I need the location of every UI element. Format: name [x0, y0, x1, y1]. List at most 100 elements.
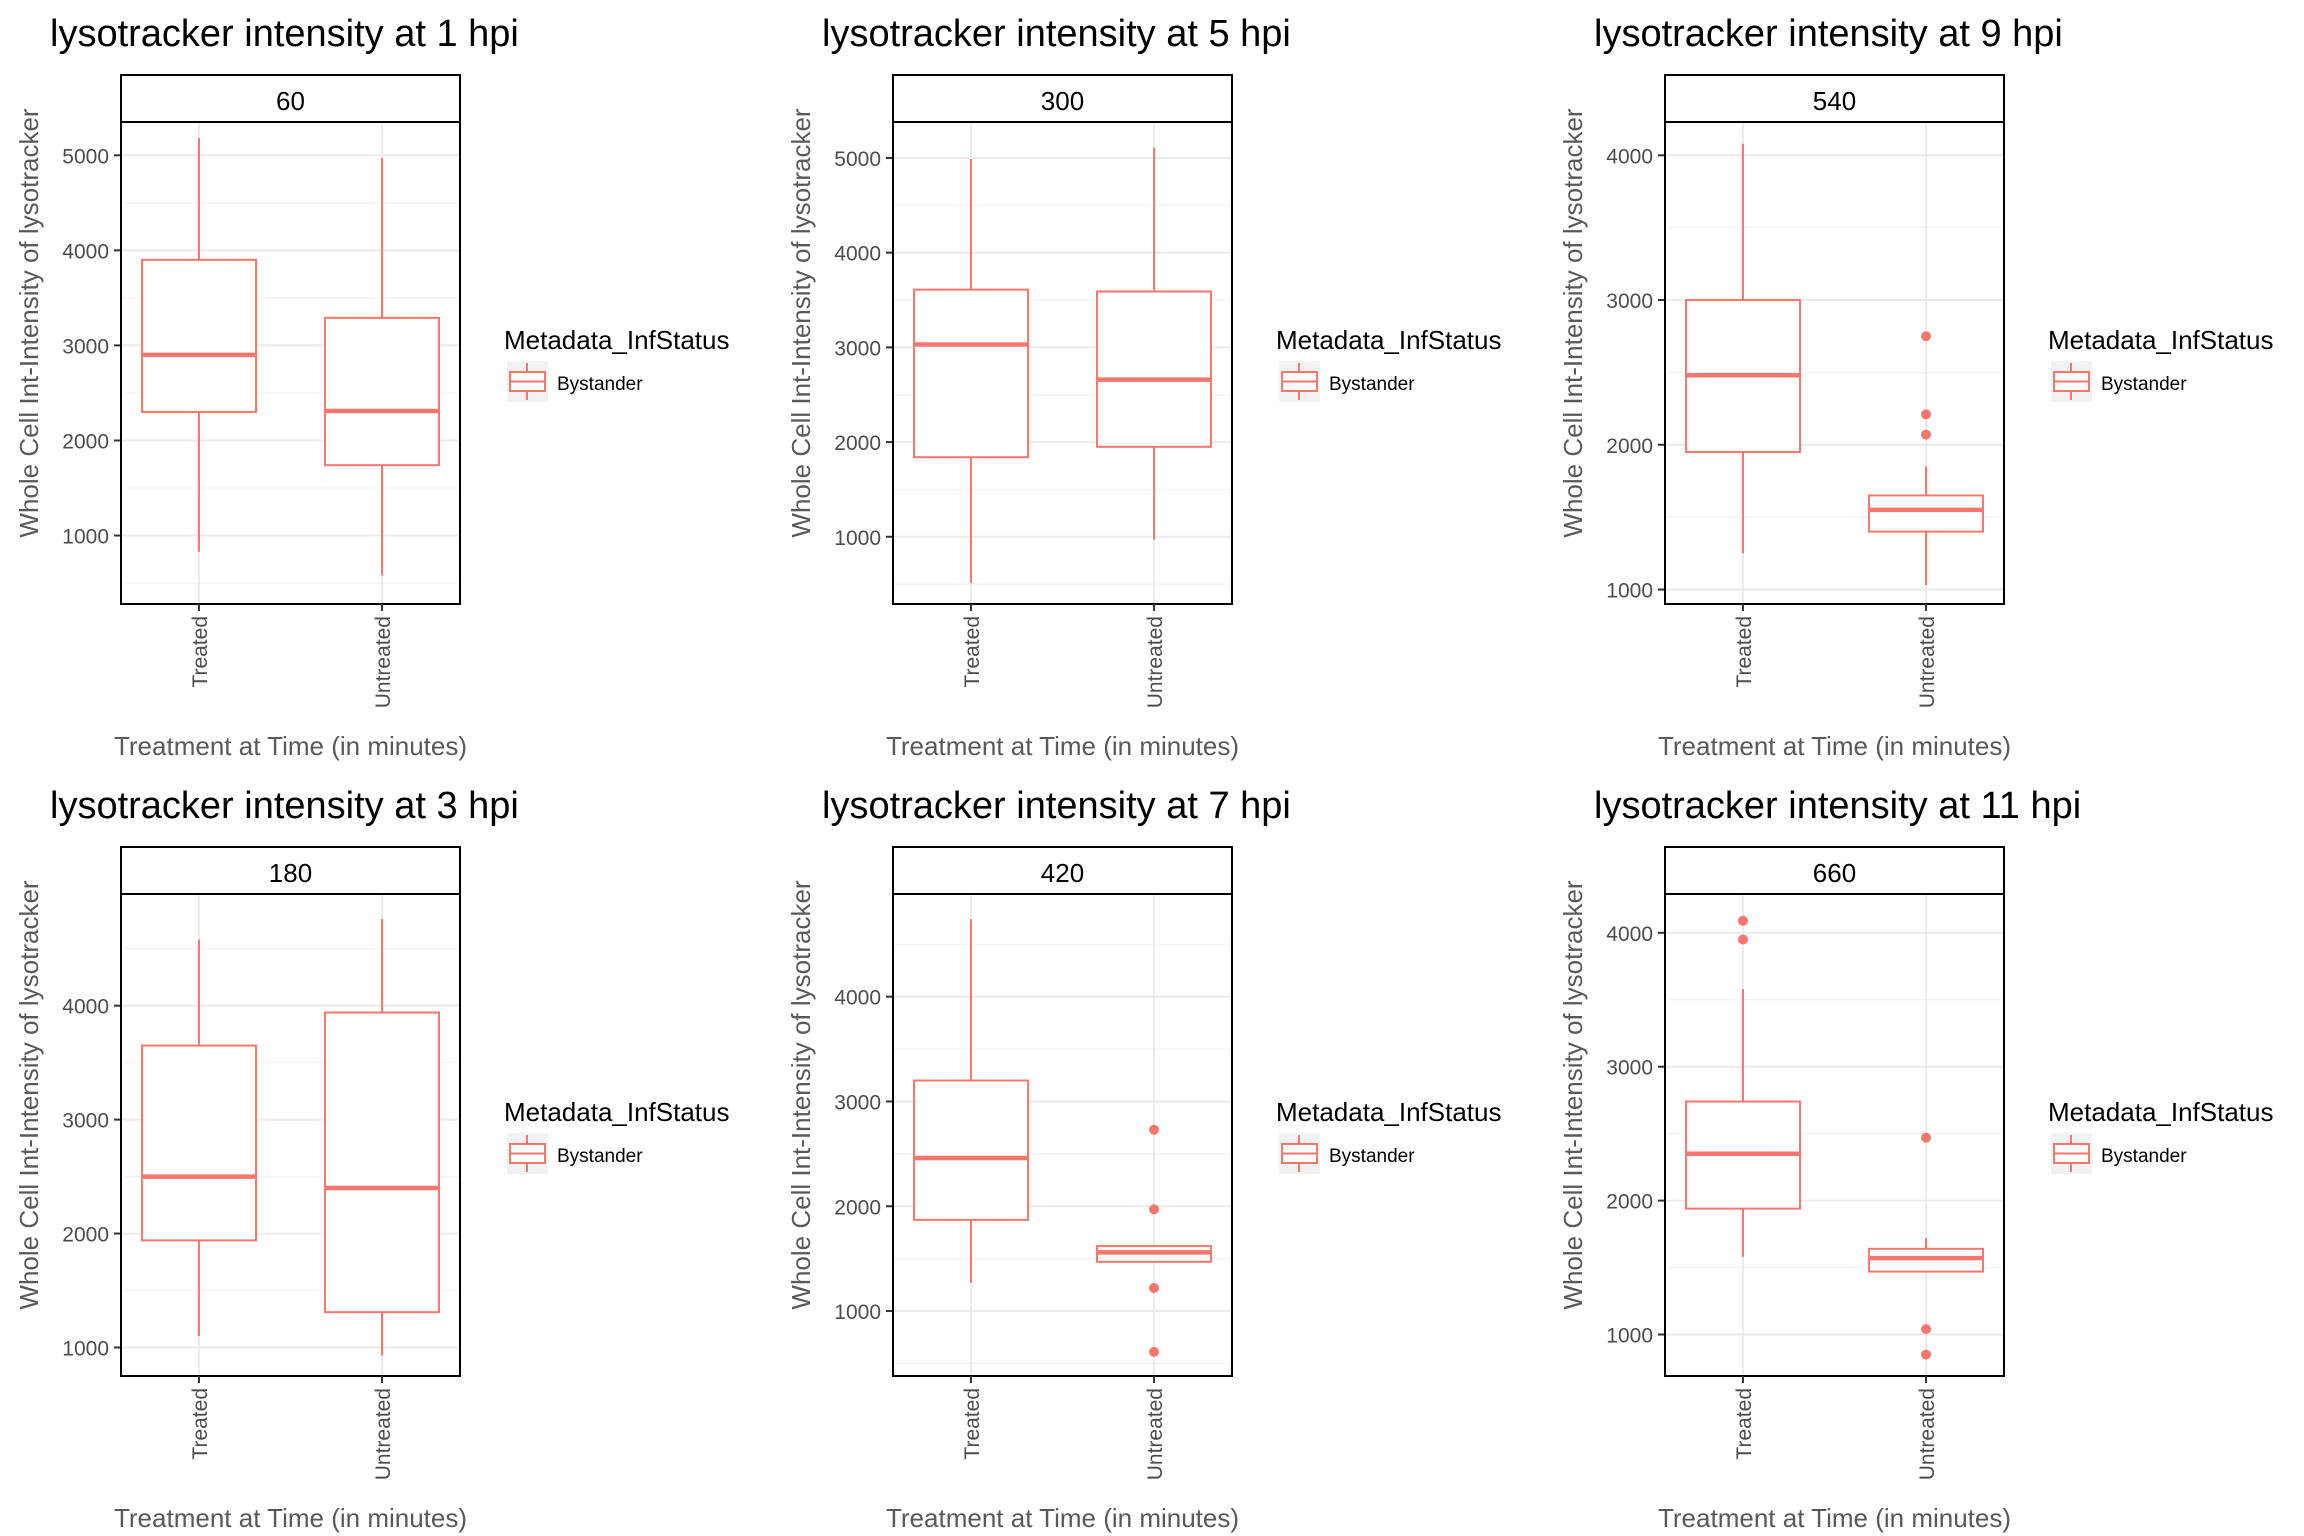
- x-axis-title: Treatment at Time (in minutes): [1658, 1503, 2011, 1533]
- x-tick-label: Untreated: [1916, 1388, 1939, 1480]
- iqr-box: [140, 1044, 257, 1242]
- x-axis-title: Treatment at Time (in minutes): [886, 1503, 1239, 1533]
- facet-strip: [120, 74, 461, 123]
- y-axis-title: Whole Cell Int-Intensity of lysotracker: [1558, 880, 1588, 1309]
- x-tick-label: Untreated: [1916, 616, 1939, 708]
- y-tick-label: 1000: [834, 1301, 881, 1324]
- x-axis-title: Treatment at Time (in minutes): [1658, 731, 2011, 761]
- chart-panel-300: lysotracker intensity at 5 hpi 300 1000 200…: [786, 13, 1501, 761]
- legend-label: Bystander: [1329, 1146, 1415, 1167]
- y-tick-label: 4000: [1606, 923, 1653, 946]
- x-axis-title: Treatment at Time (in minutes): [886, 731, 1239, 761]
- facet-strip: [1664, 74, 2005, 123]
- iqr-box: [912, 1079, 1029, 1221]
- box-treated: [912, 919, 1029, 1283]
- panel-border: [892, 121, 1233, 605]
- legend-label: Bystander: [2101, 374, 2187, 395]
- box-treated: [1684, 143, 1801, 554]
- outlier-point: [1149, 1282, 1160, 1293]
- box-treated: [912, 158, 1029, 584]
- y-tick-label: 1000: [62, 526, 109, 549]
- box-untreated: [1096, 1124, 1213, 1357]
- y-axis-title: Whole Cell Int-Intensity of lysotracker: [14, 108, 44, 537]
- facet-strip: [892, 846, 1233, 895]
- chart-title: lysotracker intensity at 11 hpi: [1594, 785, 2081, 827]
- x-axis-title: Treatment at Time (in minutes): [114, 731, 467, 761]
- y-tick-label: 3000: [62, 1110, 109, 1133]
- legend: Metadata_InfStatus Bystander: [2048, 1097, 2273, 1174]
- legend-title: Metadata_InfStatus: [504, 1097, 729, 1127]
- legend: Metadata_InfStatus Bystander: [504, 325, 729, 402]
- iqr-box: [912, 288, 1029, 459]
- y-tick-label: 3000: [834, 1091, 881, 1114]
- y-tick-label: 4000: [834, 987, 881, 1010]
- chart-title: lysotracker intensity at 7 hpi: [822, 785, 1291, 827]
- y-tick-label: 1000: [834, 527, 881, 550]
- y-axis-title: Whole Cell Int-Intensity of lysotracker: [14, 880, 44, 1309]
- y-tick-label: 4000: [1606, 145, 1653, 168]
- panel-border: [892, 893, 1233, 1377]
- facet-strip: [1664, 846, 2005, 895]
- x-tick-label: Treated: [1733, 1388, 1756, 1460]
- x-axis-title: Treatment at Time (in minutes): [114, 1503, 467, 1533]
- y-axis-title: Whole Cell Int-Intensity of lysotracker: [1558, 108, 1588, 537]
- legend-label: Bystander: [1329, 374, 1415, 395]
- y-tick-label: 4000: [834, 243, 881, 266]
- chart-title: lysotracker intensity at 3 hpi: [50, 785, 519, 827]
- y-tick-label: 4000: [62, 240, 109, 263]
- x-tick-label: Untreated: [372, 1388, 395, 1480]
- y-tick-label: 2000: [1606, 1191, 1653, 1214]
- iqr-box: [1868, 494, 1985, 533]
- chart-title: lysotracker intensity at 5 hpi: [822, 13, 1291, 55]
- panel-border: [120, 893, 461, 1377]
- x-tick-label: Untreated: [1144, 616, 1167, 708]
- y-tick-label: 2000: [62, 430, 109, 453]
- y-tick-label: 3000: [1606, 290, 1653, 313]
- iqr-box: [140, 258, 257, 413]
- legend-title: Metadata_InfStatus: [2048, 1097, 2273, 1127]
- legend-label: Bystander: [2101, 1146, 2187, 1167]
- y-tick-label: 3000: [834, 337, 881, 360]
- outlier-point: [1921, 429, 1932, 440]
- legend-title: Metadata_InfStatus: [504, 325, 729, 355]
- chart-title: lysotracker intensity at 1 hpi: [50, 13, 519, 55]
- legend-label: Bystander: [557, 1146, 643, 1167]
- legend: Metadata_InfStatus Bystander: [1276, 325, 1501, 402]
- y-tick-label: 3000: [62, 335, 109, 358]
- x-tick-label: Treated: [189, 1388, 212, 1460]
- legend-title: Metadata_InfStatus: [1276, 325, 1501, 355]
- x-tick-label: Treated: [1733, 616, 1756, 688]
- y-tick-label: 3000: [1606, 1057, 1653, 1080]
- facet-label: 300: [1041, 86, 1084, 116]
- chart-panel-660: lysotracker intensity at 11 hpi 660 1000 20…: [1558, 785, 2273, 1533]
- box-untreated: [1096, 147, 1213, 540]
- outlier-point: [1149, 1124, 1160, 1135]
- outlier-point: [1921, 1324, 1932, 1335]
- x-tick-label: Untreated: [372, 616, 395, 708]
- facet-label: 180: [269, 858, 312, 888]
- box-untreated: [324, 919, 441, 1356]
- outlier-point: [1737, 934, 1748, 945]
- legend-label: Bystander: [557, 374, 643, 395]
- x-tick-label: Untreated: [1144, 1388, 1167, 1480]
- y-axis-title: Whole Cell Int-Intensity of lysotracker: [786, 108, 816, 537]
- y-tick-label: 2000: [62, 1224, 109, 1247]
- y-tick-label: 1000: [62, 1338, 109, 1361]
- x-tick-label: Treated: [961, 1388, 984, 1460]
- y-axis-title: Whole Cell Int-Intensity of lysotracker: [786, 880, 816, 1309]
- chart-panel-540: lysotracker intensity at 9 hpi 540 1000 200…: [1558, 13, 2273, 761]
- x-tick-label: Treated: [961, 616, 984, 688]
- facet-label: 660: [1813, 858, 1856, 888]
- panel-border: [1664, 121, 2005, 605]
- y-tick-label: 4000: [62, 996, 109, 1019]
- iqr-box: [1096, 290, 1213, 448]
- panel-border: [120, 121, 461, 605]
- outlier-point: [1921, 409, 1932, 420]
- box-treated: [1684, 915, 1801, 1257]
- facet-label: 540: [1813, 86, 1856, 116]
- iqr-box: [324, 316, 441, 467]
- box-untreated: [1868, 1132, 1985, 1360]
- y-tick-label: 2000: [834, 432, 881, 455]
- chart-panel-420: lysotracker intensity at 7 hpi 420 1000 200…: [786, 785, 1501, 1533]
